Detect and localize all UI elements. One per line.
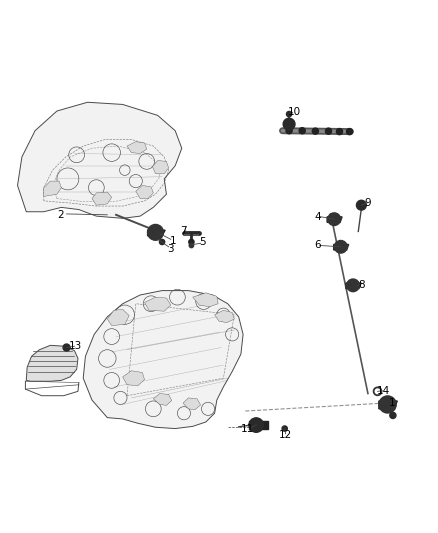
Polygon shape [153,393,172,405]
Circle shape [249,418,263,432]
Text: 11: 11 [241,424,254,434]
Text: 6: 6 [314,240,321,251]
Polygon shape [346,283,361,288]
Text: 5: 5 [199,237,206,247]
Polygon shape [92,192,112,205]
Text: 3: 3 [167,244,174,254]
Circle shape [390,413,396,418]
Circle shape [335,240,347,253]
Polygon shape [107,310,129,326]
Text: 7: 7 [180,225,187,236]
Circle shape [159,239,165,245]
Text: 9: 9 [364,198,371,208]
Text: 14: 14 [377,386,390,396]
Text: 10: 10 [288,107,301,117]
Circle shape [283,118,295,130]
Polygon shape [334,245,349,250]
Polygon shape [145,297,171,311]
Polygon shape [136,185,153,199]
Circle shape [336,128,343,135]
Text: 8: 8 [358,280,365,290]
Circle shape [357,200,366,210]
Polygon shape [123,371,145,386]
Text: 12: 12 [279,430,292,440]
Circle shape [286,128,292,134]
Circle shape [286,111,292,117]
Text: 1: 1 [170,236,177,246]
Polygon shape [26,345,78,381]
Polygon shape [127,142,147,154]
Polygon shape [18,102,182,219]
Circle shape [148,224,163,240]
Polygon shape [193,293,218,307]
Circle shape [189,243,194,248]
Text: 4: 4 [314,212,321,222]
Circle shape [299,128,305,134]
Polygon shape [327,217,342,222]
Text: 2: 2 [57,210,64,220]
Circle shape [347,279,359,292]
Polygon shape [152,160,169,174]
Polygon shape [379,401,397,409]
Circle shape [63,344,70,351]
Circle shape [189,239,194,245]
Polygon shape [44,181,61,197]
Polygon shape [249,421,268,429]
Circle shape [325,128,332,134]
Circle shape [379,396,396,413]
Circle shape [346,128,353,135]
Polygon shape [215,310,234,322]
Polygon shape [83,290,243,429]
Circle shape [328,213,340,225]
Polygon shape [148,230,165,236]
Circle shape [312,128,318,134]
Circle shape [282,426,287,431]
Text: 1: 1 [389,398,396,408]
Text: 13: 13 [69,341,82,351]
Polygon shape [183,398,201,410]
